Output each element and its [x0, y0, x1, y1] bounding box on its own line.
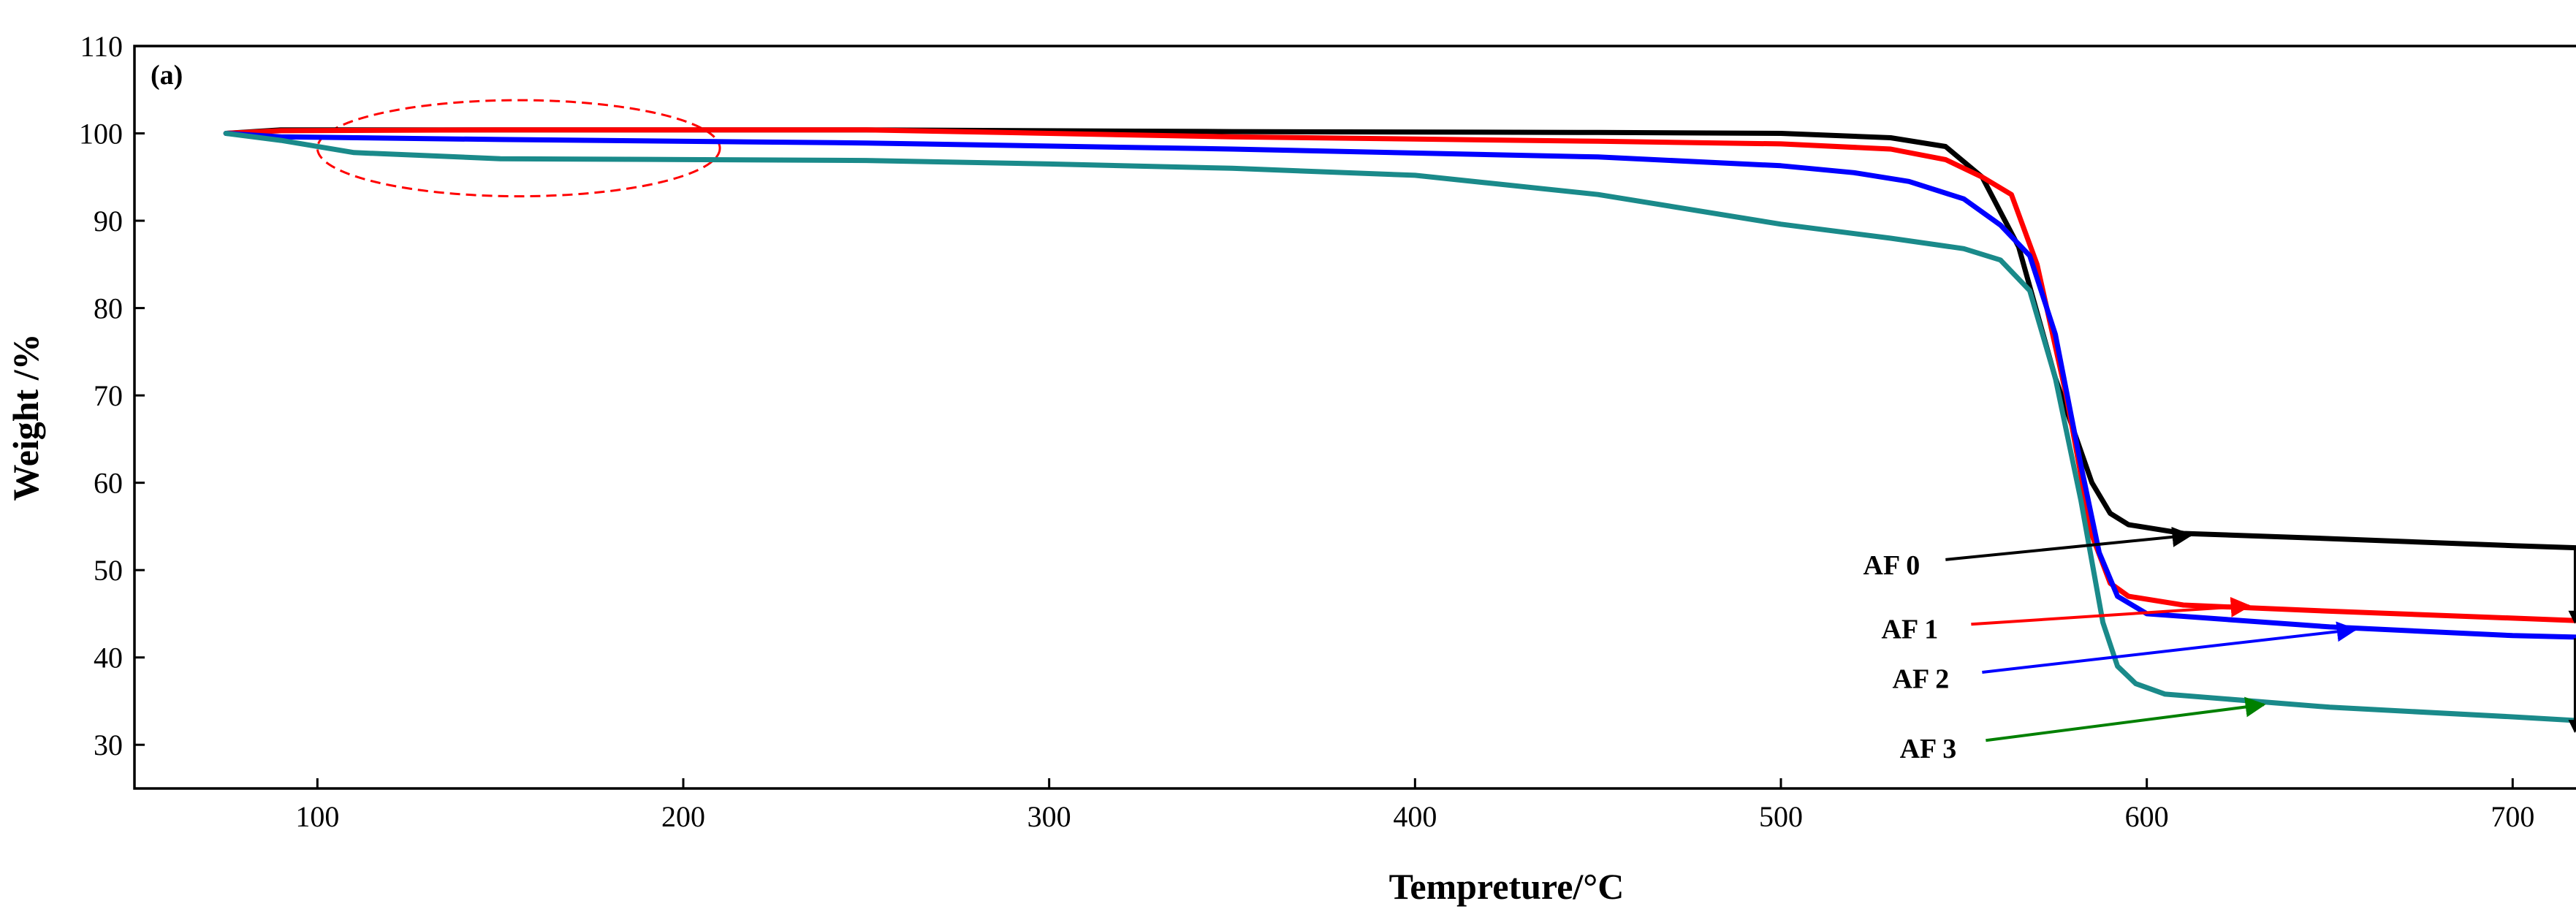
chart-panel-a: 1002003004005006007008003040506070809010… — [5, 30, 2576, 907]
series-line-af2 — [223, 131, 2576, 640]
y-tick-label: 40 — [94, 642, 123, 674]
y-tick-label: 90 — [94, 205, 123, 237]
x-tick-label: 700 — [2490, 800, 2534, 833]
curve-label: AF 0 — [1863, 550, 1920, 581]
y-tick-label: 110 — [80, 30, 123, 63]
x-axis-title: Tempreture/°C — [1389, 866, 1625, 907]
y-axis-title: Weight /% — [5, 333, 46, 501]
highlight-ellipse — [316, 99, 721, 198]
panel-label: (a) — [151, 60, 183, 91]
plot-frame — [133, 45, 2576, 790]
x-tick-label: 100 — [295, 800, 339, 833]
y-tick-label: 30 — [94, 729, 123, 761]
series-line-af1 — [223, 127, 2576, 623]
curve-label: AF 1 — [1882, 614, 1939, 645]
x-tick-label: 500 — [1759, 800, 1803, 833]
pointer-arrow — [1982, 621, 2357, 674]
curve-label: AF 2 — [1893, 664, 1950, 695]
x-tick-label: 200 — [661, 800, 705, 833]
y-tick-label: 60 — [94, 467, 123, 500]
x-tick-label: 600 — [2125, 800, 2169, 833]
x-tick-label: 300 — [1027, 800, 1071, 833]
y-tick-label: 70 — [94, 379, 123, 412]
y-tick-label: 80 — [94, 292, 123, 325]
pointer-arrow — [1986, 696, 2266, 742]
curve-label: AF 3 — [1900, 734, 1957, 764]
pointer-arrow — [1945, 526, 2193, 561]
y-tick-label: 100 — [79, 118, 123, 151]
y-tick-label: 50 — [94, 554, 123, 587]
series-line-af3 — [223, 131, 2576, 723]
x-tick-label: 400 — [1393, 800, 1437, 833]
pointer-arrow — [1971, 596, 2252, 626]
